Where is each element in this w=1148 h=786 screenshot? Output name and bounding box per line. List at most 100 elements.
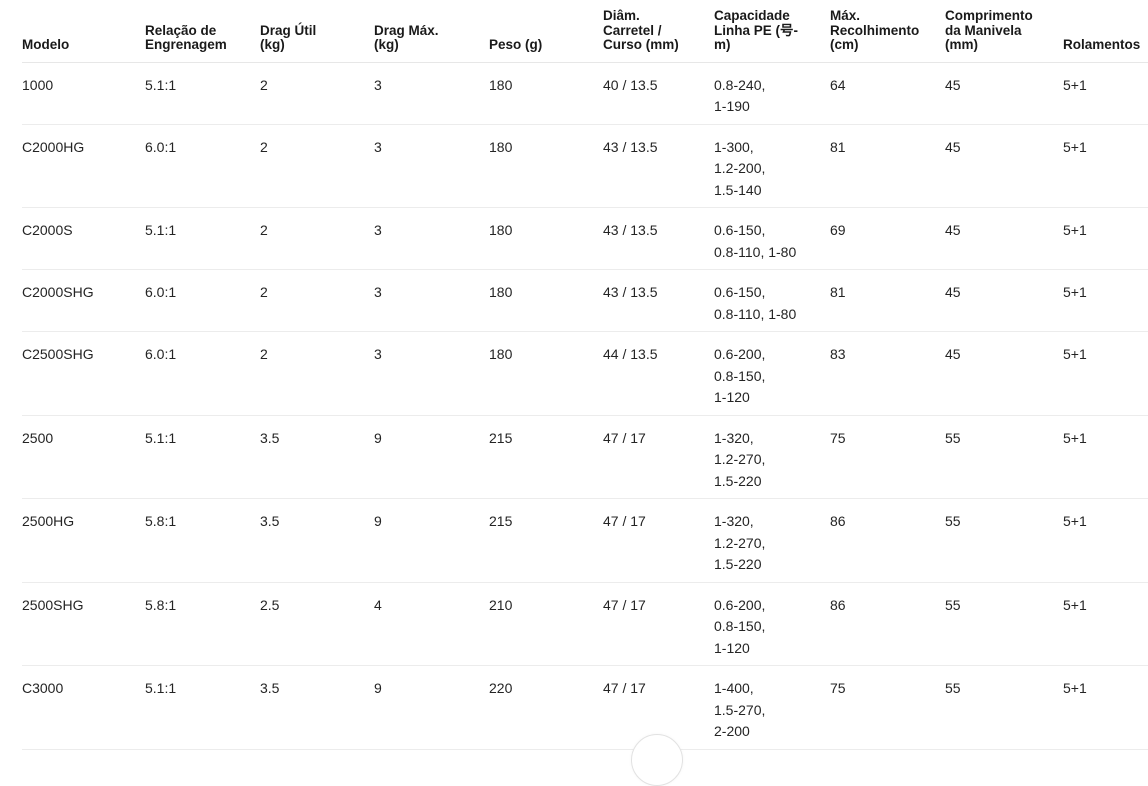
table-row: C2000SHG 6.0:1 2 3 180 43 / 13.5 0.6-150, 0.8-…	[22, 269, 1148, 332]
cell-bearings: 5+1	[1063, 665, 1148, 750]
cell-drag-max: 3	[374, 62, 489, 125]
cell-max-retrieve: 81	[830, 124, 945, 208]
cell-drag-util: 2	[260, 124, 374, 208]
cell-handle-length: 45	[945, 62, 1063, 125]
cell-max-retrieve: 75	[830, 665, 945, 750]
cell-model: C2000S	[22, 207, 145, 270]
cell-spool-diam-stroke: 43 / 13.5	[603, 207, 714, 270]
cell-model: C2000SHG	[22, 269, 145, 332]
cell-gear-ratio: 5.1:1	[145, 207, 260, 270]
cell-drag-max: 3	[374, 331, 489, 416]
cell-bearings: 5+1	[1063, 62, 1148, 125]
cell-drag-util: 3.5	[260, 415, 374, 499]
cell-gear-ratio: 5.1:1	[145, 62, 260, 125]
cell-drag-util: 2	[260, 62, 374, 125]
cell-weight: 210	[489, 582, 603, 666]
cell-spool-diam-stroke: 43 / 13.5	[603, 124, 714, 208]
cell-drag-max: 9	[374, 498, 489, 583]
cell-handle-length: 55	[945, 582, 1063, 666]
table-row: C2000S 5.1:1 2 3 180 43 / 13.5 0.6-150, 0.8-11…	[22, 207, 1148, 270]
cell-weight: 215	[489, 415, 603, 499]
cell-handle-length: 55	[945, 665, 1063, 750]
cell-pe-line-capacity: 1-300, 1.2-200, 1.5-140	[714, 124, 830, 208]
table-row: 2500HG 5.8:1 3.5 9 215 47 / 17 1-320, 1.2-270,…	[22, 498, 1148, 583]
col-header-modelo: Modelo	[22, 0, 145, 63]
cell-handle-length: 55	[945, 415, 1063, 499]
cell-bearings: 5+1	[1063, 415, 1148, 499]
cell-weight: 180	[489, 269, 603, 332]
cell-gear-ratio: 6.0:1	[145, 331, 260, 416]
cell-model: 2500	[22, 415, 145, 499]
col-header-drag-max: Drag Máx. (kg)	[374, 0, 489, 63]
cell-drag-max: 9	[374, 665, 489, 750]
cell-model: 2500HG	[22, 498, 145, 583]
col-header-max-recolhimento: Máx. Recolhimento (cm)	[830, 0, 945, 63]
table-row: 2500SHG 5.8:1 2.5 4 210 47 / 17 0.6-200, 0.8-1…	[22, 582, 1148, 666]
table-row: C2500SHG 6.0:1 2 3 180 44 / 13.5 0.6-200, 0.8-…	[22, 331, 1148, 416]
cell-bearings: 5+1	[1063, 331, 1148, 416]
cell-spool-diam-stroke: 47 / 17	[603, 415, 714, 499]
cell-max-retrieve: 86	[830, 498, 945, 583]
cell-model: C2500SHG	[22, 331, 145, 416]
cell-drag-util: 2	[260, 207, 374, 270]
cell-model: C2000HG	[22, 124, 145, 208]
cell-drag-util: 3.5	[260, 498, 374, 583]
table-row: C2000HG 6.0:1 2 3 180 43 / 13.5 1-300, 1.2-200…	[22, 124, 1148, 208]
table-row: C3000 5.1:1 3.5 9 220 47 / 17 1-400, 1.5-270, …	[22, 665, 1148, 750]
cell-spool-diam-stroke: 44 / 13.5	[603, 331, 714, 416]
col-header-capacidade-linha-pe: Capacidade Linha PE (号- m)	[714, 0, 830, 63]
cell-handle-length: 55	[945, 498, 1063, 583]
specs-table-body: 1000 5.1:1 2 3 180 40 / 13.5 0.8-240, 1-190 64 4…	[22, 62, 1148, 750]
cell-gear-ratio: 6.0:1	[145, 269, 260, 332]
cell-max-retrieve: 81	[830, 269, 945, 332]
cell-gear-ratio: 5.1:1	[145, 665, 260, 750]
cell-spool-diam-stroke: 40 / 13.5	[603, 62, 714, 125]
cell-pe-line-capacity: 0.6-200, 0.8-150, 1-120	[714, 331, 830, 416]
cell-bearings: 5+1	[1063, 124, 1148, 208]
col-header-comprimento-manivela: Comprimento da Manivela (mm)	[945, 0, 1063, 63]
cell-drag-max: 3	[374, 124, 489, 208]
header-row: Modelo Relação de Engrenagem Drag Útil (…	[22, 0, 1148, 63]
cell-drag-util: 2.5	[260, 582, 374, 666]
cell-drag-max: 3	[374, 269, 489, 332]
cell-drag-util: 2	[260, 269, 374, 332]
cell-weight: 180	[489, 124, 603, 208]
cell-bearings: 5+1	[1063, 582, 1148, 666]
cell-drag-util: 3.5	[260, 665, 374, 750]
cell-model: 1000	[22, 62, 145, 125]
cell-pe-line-capacity: 0.6-150, 0.8-110, 1-80	[714, 207, 830, 270]
cell-bearings: 5+1	[1063, 207, 1148, 270]
table-row: 1000 5.1:1 2 3 180 40 / 13.5 0.8-240, 1-190 64 4…	[22, 62, 1148, 125]
cell-drag-util: 2	[260, 331, 374, 416]
cell-pe-line-capacity: 0.8-240, 1-190	[714, 62, 830, 125]
cell-pe-line-capacity: 0.6-200, 0.8-150, 1-120	[714, 582, 830, 666]
cell-drag-max: 3	[374, 207, 489, 270]
cell-spool-diam-stroke: 47 / 17	[603, 582, 714, 666]
col-header-rolamentos: Rolamentos	[1063, 0, 1148, 63]
cell-weight: 215	[489, 498, 603, 583]
cell-max-retrieve: 75	[830, 415, 945, 499]
cell-max-retrieve: 86	[830, 582, 945, 666]
cell-spool-diam-stroke: 47 / 17	[603, 498, 714, 583]
cell-handle-length: 45	[945, 269, 1063, 332]
cell-gear-ratio: 5.8:1	[145, 582, 260, 666]
cell-gear-ratio: 5.8:1	[145, 498, 260, 583]
cell-drag-max: 4	[374, 582, 489, 666]
cell-gear-ratio: 6.0:1	[145, 124, 260, 208]
cell-pe-line-capacity: 1-320, 1.2-270, 1.5-220	[714, 498, 830, 583]
spec-page: Modelo Relação de Engrenagem Drag Útil (…	[22, 0, 1148, 786]
cell-pe-line-capacity: 0.6-150, 0.8-110, 1-80	[714, 269, 830, 332]
cell-weight: 180	[489, 207, 603, 270]
cell-max-retrieve: 69	[830, 207, 945, 270]
cell-spool-diam-stroke: 43 / 13.5	[603, 269, 714, 332]
cell-handle-length: 45	[945, 331, 1063, 416]
col-header-drag-util: Drag Útil (kg)	[260, 0, 374, 63]
cell-weight: 220	[489, 665, 603, 750]
cell-handle-length: 45	[945, 124, 1063, 208]
col-header-diam-carretel-curso: Diâm. Carretel / Curso (mm)	[603, 0, 714, 63]
cell-max-retrieve: 64	[830, 62, 945, 125]
col-header-peso: Peso (g)	[489, 0, 603, 63]
cell-bearings: 5+1	[1063, 498, 1148, 583]
cell-model: 2500SHG	[22, 582, 145, 666]
reel-specs-table: Modelo Relação de Engrenagem Drag Útil (…	[22, 0, 1148, 750]
